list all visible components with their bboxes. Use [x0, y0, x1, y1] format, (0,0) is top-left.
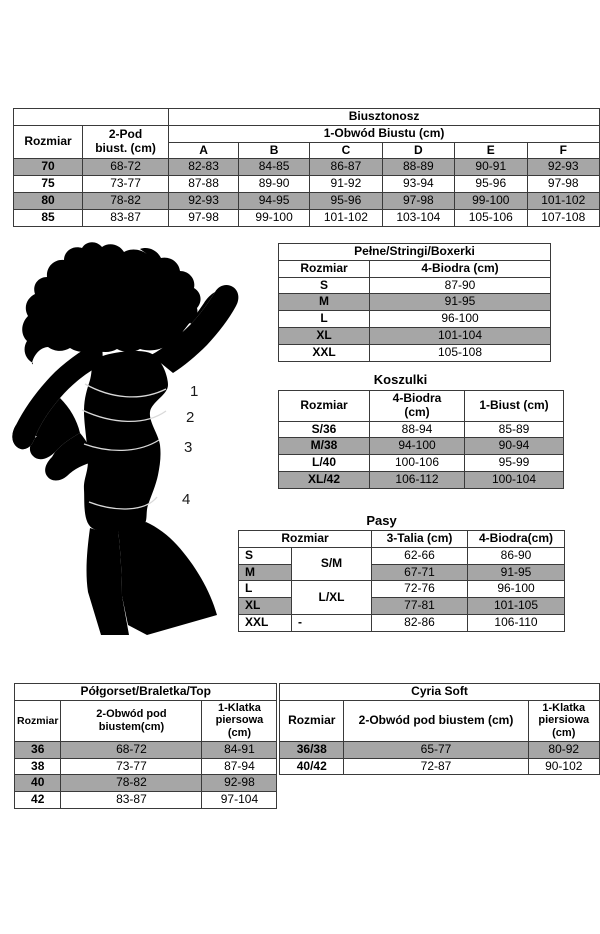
svg-text:4: 4: [182, 491, 190, 508]
svg-text:1: 1: [190, 383, 198, 400]
svg-text:3: 3: [184, 439, 192, 456]
svg-text:2: 2: [186, 409, 194, 426]
